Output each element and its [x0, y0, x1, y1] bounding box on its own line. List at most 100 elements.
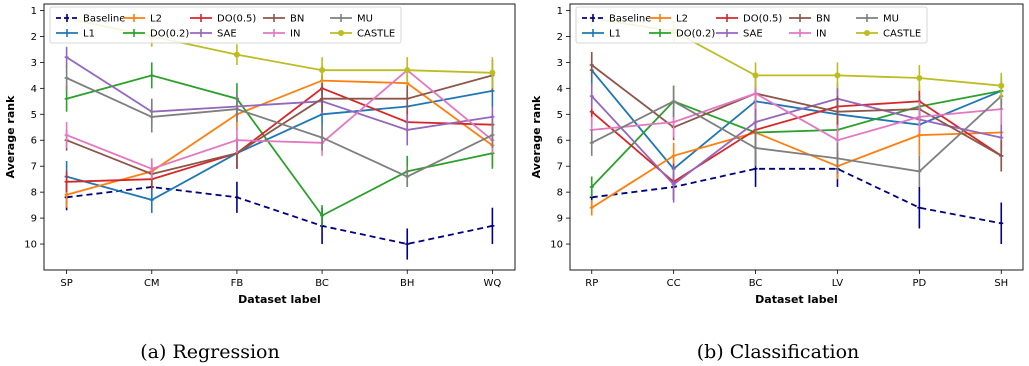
series-line [591, 95, 1002, 186]
series-line [591, 92, 1002, 142]
series-line [66, 56, 493, 131]
data-point [233, 51, 240, 58]
legend-label: MU [883, 14, 899, 25]
series-DO(0.2) [64, 62, 495, 226]
legend-label: BN [816, 14, 830, 25]
x-tick-label: BC [749, 278, 763, 289]
legend-label: DO(0.5) [743, 14, 782, 25]
series-line [66, 74, 493, 175]
x-tick-label: CM [144, 278, 160, 289]
legend-marker [338, 30, 344, 36]
legend-label: L1 [83, 29, 95, 40]
legend: Baseline L1 L2 DO(0.2) DO(0.5) SAE BN IN MU CASTL… [49, 6, 402, 44]
legend-label: BN [290, 14, 304, 25]
y-tick-label: 5 [557, 110, 563, 121]
legend-label: IN [290, 29, 300, 40]
x-tick-label: LV [832, 278, 843, 289]
x-tick-label: FB [231, 278, 244, 289]
series-line [591, 131, 1002, 209]
y-tick-label: 9 [557, 214, 563, 225]
x-tick-label: WQ [484, 278, 502, 289]
series-line [66, 186, 493, 245]
legend-marker [864, 30, 870, 36]
y-tick-label: 10 [550, 240, 563, 251]
x-tick-label: SP [60, 278, 72, 289]
x-tick-label: BH [400, 278, 414, 289]
legend-label: DO(0.2) [150, 29, 189, 40]
series-line [66, 69, 493, 170]
y-tick-label: 1 [557, 6, 563, 17]
plot-frame [43, 3, 516, 271]
series-Baseline [64, 176, 495, 260]
series-line [591, 69, 1002, 171]
series-line [66, 87, 493, 183]
series-line [591, 64, 1002, 157]
legend-label: L2 [676, 14, 688, 25]
legend-box [575, 6, 928, 44]
y-tick-label: 4 [557, 84, 563, 95]
y-tick-label: 3 [31, 58, 37, 69]
y-axis-label: Average rank [4, 95, 17, 178]
y-tick-label: 7 [557, 162, 563, 173]
legend-label: DO(0.2) [676, 29, 715, 40]
x-tick-label: SH [994, 278, 1008, 289]
y-tick-label: 2 [557, 32, 563, 43]
series-line [591, 90, 1002, 188]
legend-label: CASTLE [883, 29, 921, 40]
data-point [404, 67, 411, 74]
legend-label: MU [357, 14, 373, 25]
x-tick-label: PD [912, 278, 926, 289]
data-point [752, 72, 759, 79]
y-tick-label: 1 [31, 6, 37, 17]
series-L2 [589, 114, 1004, 216]
x-axis-label: Dataset label [238, 293, 321, 306]
y-tick-label: 6 [557, 136, 563, 147]
legend-label: DO(0.5) [217, 14, 256, 25]
y-tick-label: 6 [31, 136, 37, 147]
data-point [916, 74, 923, 81]
legend-label: Baseline [609, 14, 651, 25]
legend: Baseline L1 L2 DO(0.2) DO(0.5) SAE BN IN MU CASTL… [575, 6, 928, 44]
data-point [319, 67, 326, 74]
data-point [489, 69, 496, 76]
data-point [998, 82, 1005, 89]
series-DO(0.2) [589, 75, 1004, 198]
series-L1 [64, 75, 495, 213]
data-point [834, 72, 841, 79]
legend-label: SAE [217, 29, 237, 40]
y-tick-label: 2 [31, 32, 37, 43]
plot-frame [569, 3, 1024, 271]
regression-chart-panel: 1 2 3 4 5 6 7 8 9 10 SP CM FB BC BH WQ Dataset label Aver… [4, 3, 516, 306]
y-axis-label: Average rank [530, 95, 543, 178]
series-line [66, 77, 493, 178]
y-tick-label: 8 [31, 188, 37, 199]
legend-label: CASTLE [357, 29, 395, 40]
x-tick-label: RP [585, 278, 598, 289]
caption-b: (b) Classification [697, 341, 860, 363]
y-tick-label: 4 [31, 84, 37, 95]
y-tick-label: 3 [557, 58, 563, 69]
series-line [66, 79, 493, 196]
series-IN [64, 57, 495, 180]
series-line [66, 74, 493, 217]
x-axis-label: Dataset label [755, 293, 838, 306]
series-line [66, 90, 493, 201]
x-tick-label: CC [667, 278, 681, 289]
legend-box [49, 6, 402, 44]
series-line [591, 167, 1002, 225]
series-Baseline [589, 150, 1004, 245]
legend-label: L1 [609, 29, 621, 40]
y-tick-label: 8 [557, 188, 563, 199]
y-tick-label: 9 [31, 214, 37, 225]
series-line [591, 95, 1002, 173]
series-MU [64, 64, 495, 187]
y-tick-label: 5 [31, 110, 37, 121]
legend-label: L2 [150, 14, 162, 25]
caption-a: (a) Regression [140, 341, 280, 363]
x-tick-label: BC [315, 278, 329, 289]
legend-label: SAE [743, 29, 763, 40]
series-L2 [64, 64, 495, 208]
legend-label: Baseline [83, 14, 125, 25]
y-tick-label: 7 [31, 162, 37, 173]
